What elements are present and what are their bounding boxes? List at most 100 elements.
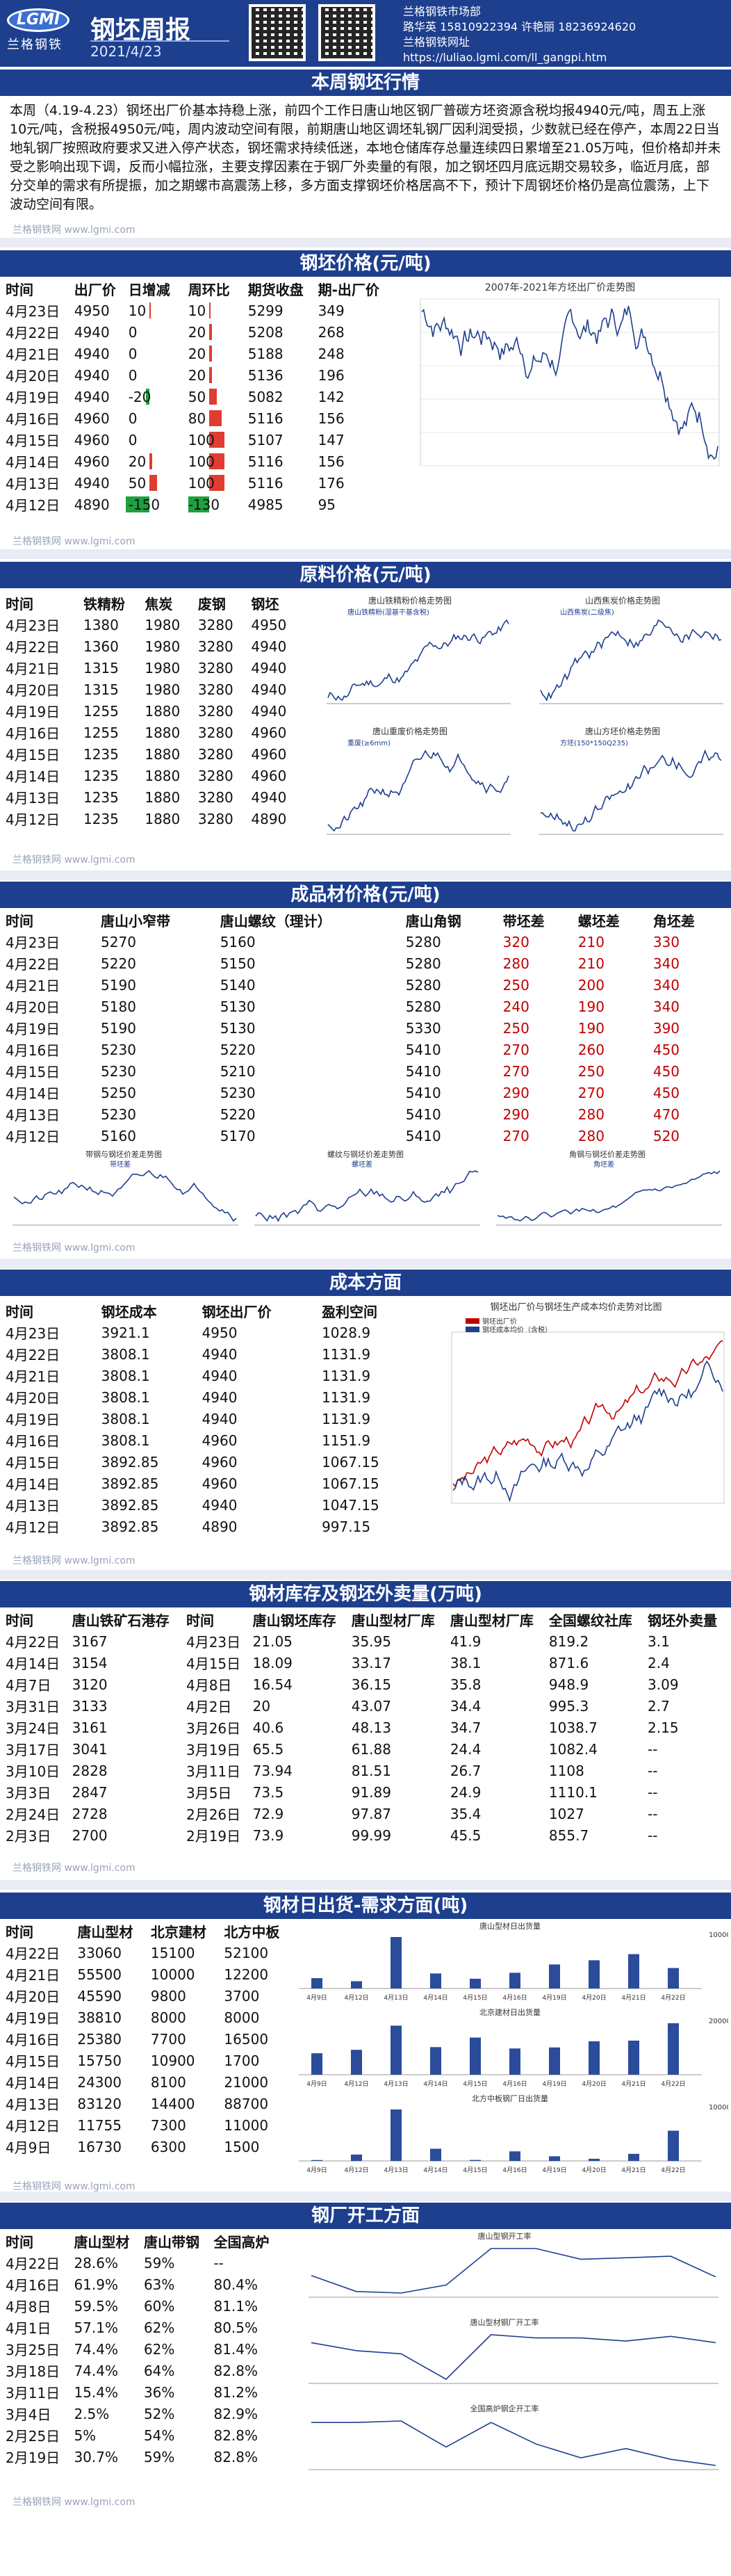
shipment-bar	[589, 1960, 600, 1988]
table-cell: 4月23日	[6, 1325, 60, 1342]
table-cell: 1880	[145, 724, 181, 741]
raw-price-line	[327, 750, 509, 832]
table-cell: 16730	[77, 2138, 122, 2155]
table-cell: 4月12日	[6, 1128, 60, 1145]
table-cell: 210	[577, 933, 605, 950]
table-cell: --	[648, 1783, 658, 1801]
table-header-row: 时间 唐山小窄带 唐山螺纹（理计） 唐山角钢 带坯差 螺坯差 角坯差	[3, 909, 725, 931]
raw-price-line	[540, 749, 722, 832]
table-row: 3月11日 15.4% 36% 81.2%	[3, 2381, 281, 2403]
change-bar	[149, 302, 151, 318]
table-cell: 3808.1	[101, 1367, 150, 1384]
table-cell: 3月11日	[186, 1763, 241, 1780]
table-row: 4月16日 61.9% 63% 80.4%	[3, 2274, 281, 2295]
table-cell: 100	[186, 451, 245, 472]
table-header-row: 时间 唐山铁矿石港存 时间 唐山钢坯库存 唐山型材厂库 唐山型材厂库 全国螺纹社库 钢坯外卖量	[3, 1609, 728, 1630]
table-cell: 4月19日	[6, 2010, 60, 2027]
table-cell: -150	[125, 494, 186, 515]
column-header: 时间	[6, 2234, 33, 2251]
table-row: 4月1日 57.1% 62% 80.5%	[3, 2317, 281, 2338]
table-cell: 50	[126, 472, 186, 494]
table-row: 4月12日 1235 1880 3280 4890	[3, 808, 302, 829]
x-tick-label: 4月15日	[463, 1994, 487, 2002]
table-cell: 4940	[74, 323, 110, 341]
raw-price-line	[327, 619, 509, 702]
section-title: 本周钢坯行情	[0, 70, 731, 96]
shipment-bar	[668, 1968, 679, 1988]
table-cell: 8000	[150, 2009, 186, 2026]
table-cell: 5410	[405, 1084, 441, 1101]
table-cell: 20	[252, 1697, 271, 1715]
table-cell: 280	[577, 1105, 605, 1123]
contact-info: 兰格钢铁市场部 路华英 15810922394 许艳丽 18236924620 …	[403, 4, 636, 65]
table-row: 4月22日 3167 4月23日 21.05 35.95 41.9 819.2 3.1	[3, 1630, 728, 1652]
column-header: 钢坯出厂价	[202, 1304, 272, 1320]
table-cell: 0	[128, 323, 138, 341]
table-cell: 190	[577, 1019, 605, 1037]
table-cell: 5140	[220, 976, 256, 994]
table-cell: 5190	[101, 1019, 136, 1037]
table-cell: 4940	[74, 366, 110, 384]
table-cell: 43.07	[351, 1697, 391, 1715]
org-name: 兰格钢铁市场部	[403, 5, 482, 18]
x-tick-label: 4月12日	[344, 2166, 368, 2174]
table-cell: 855.7	[548, 1826, 589, 1844]
table-cell: 190	[577, 998, 605, 1015]
table-cell: 520	[652, 1127, 680, 1144]
site-url[interactable]: https://luliao.lgmi.com/ll_gangpi.htm	[403, 51, 607, 64]
table-cell: 280	[577, 1127, 605, 1144]
table-cell: 1980	[145, 681, 181, 698]
table-row: 4月13日 83120 14400 88700	[3, 2093, 295, 2114]
shipment-bar	[509, 2151, 520, 2161]
table-cell: 100	[186, 429, 245, 451]
table-cell: 4950	[74, 302, 110, 319]
table-cell: 1980	[145, 659, 181, 677]
table-cell: 5107	[247, 431, 284, 448]
shipment-bar	[668, 2130, 679, 2161]
table-cell: 1380	[83, 616, 119, 633]
shipment-bar	[311, 1978, 322, 1988]
table-row: 4月16日 3808.1 4960 1151.9	[3, 1429, 420, 1451]
table-cell: 4960	[74, 453, 110, 470]
table-cell: 1131.9	[322, 1345, 371, 1363]
change-bar	[149, 453, 153, 469]
column-header: 时间	[6, 913, 33, 930]
table-cell: 4月12日	[6, 811, 60, 828]
table-cell: 4月16日	[6, 1433, 60, 1450]
table-cell: 25380	[77, 2030, 122, 2048]
table-cell: 4940	[74, 474, 110, 492]
table-cell: 3808.1	[101, 1410, 150, 1427]
section-separator	[0, 1570, 731, 1580]
table-row: 2月24日 2728 2月26日 72.9 97.87 35.4 1027 --	[3, 1803, 728, 1824]
table-row: 4月16日 5230 5220 5410 270 260 450	[3, 1039, 725, 1060]
x-tick-label: 4月16日	[502, 2166, 527, 2174]
table-cell: 33060	[77, 1944, 122, 1961]
table-cell: 11000	[224, 2116, 269, 2134]
shipment-bar	[549, 2156, 560, 2161]
table-cell: 4月21日	[6, 1967, 60, 1984]
column-header: 唐山铁矿石港存	[72, 1612, 170, 1629]
shipment-bar	[311, 2160, 322, 2161]
table-cell: 80.4%	[213, 2276, 258, 2293]
mini-chart-title: 北方中板钢厂日出货量	[472, 2093, 548, 2103]
table-cell: 80	[186, 407, 245, 429]
table-cell: 147	[318, 431, 345, 448]
table-cell: 3154	[72, 1654, 108, 1671]
table-cell: 82.8%	[213, 2448, 258, 2465]
table-cell: 4940	[202, 1496, 238, 1514]
table-row: 3月31日 3133 4月2日 20 43.07 34.4 995.3 2.7	[3, 1695, 728, 1717]
table-cell: 2728	[72, 1805, 108, 1822]
table-cell: 5220	[220, 1041, 256, 1058]
column-header: 北方中板	[224, 1924, 280, 1941]
table-cell: 1880	[145, 745, 181, 763]
spread-charts: 带钢与钢坯价差走势图 带坯差 螺纹与钢坯价差走势图 螺坯差 角钢与钢坯价差走势图 角坯差	[0, 1147, 731, 1238]
table-cell: 1880	[145, 788, 181, 806]
operation-line-chart: 全国高炉钢企开工率	[309, 2404, 718, 2470]
table-cell: 3133	[72, 1697, 108, 1715]
table-row: 4月19日 3808.1 4940 1131.9	[3, 1408, 420, 1429]
x-tick-label: 4月13日	[384, 2166, 408, 2174]
column-header: 盈利空间	[322, 1304, 378, 1320]
title-divider	[90, 40, 229, 42]
report-title: 钢坯周报	[90, 16, 191, 44]
